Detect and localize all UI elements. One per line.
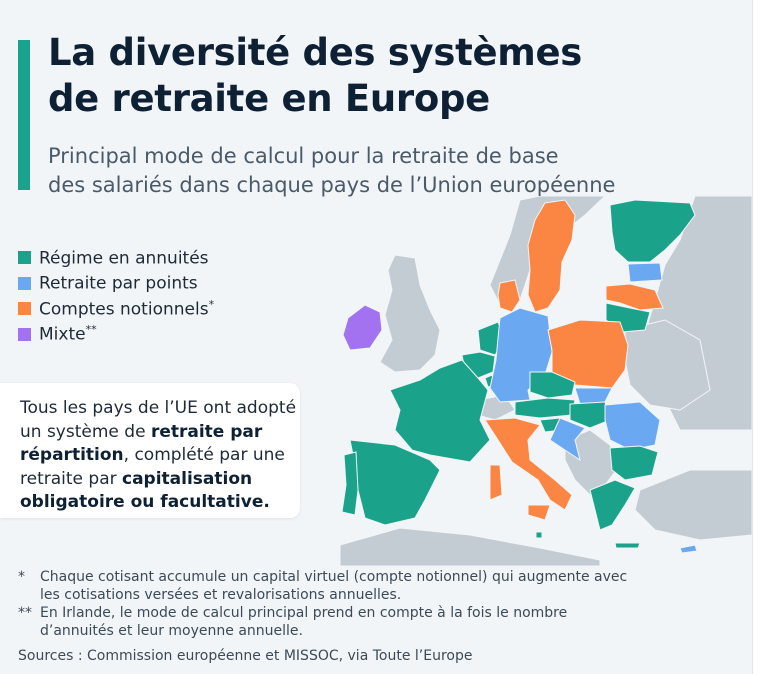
info-box: Tous les pays de l’UE ont adopté un syst… (0, 383, 300, 518)
sardinia-shape (489, 464, 503, 501)
greece-shape (589, 479, 636, 531)
title-accent-bar (18, 40, 30, 190)
legend-swatch (18, 327, 31, 341)
footnote-mark: ** (18, 605, 32, 621)
malta-shape (535, 531, 543, 539)
footnote-text: En Irlande, le mode de calcul principal … (40, 605, 568, 639)
non-eu-land (340, 196, 752, 566)
page-edge (752, 0, 765, 674)
italy-shape (484, 417, 573, 511)
cyprus-shape (679, 544, 698, 554)
czechia-shape (529, 371, 576, 399)
estonia-shape (627, 262, 663, 283)
portugal-shape (341, 451, 359, 516)
finland-shape (609, 199, 696, 263)
great-britain-shape (379, 254, 441, 373)
slovakia-shape (574, 387, 613, 405)
turkey-shape (634, 469, 752, 541)
legend-label: Retraite par points (39, 274, 198, 295)
legend-item: Mixte** (18, 322, 214, 348)
denmark-shape (497, 279, 521, 313)
legend-label: Régime en annuités (39, 248, 209, 269)
belarus-ukraine-shape (624, 319, 711, 411)
legend-label: Comptes notionnels* (39, 297, 215, 320)
title-line-2: de retraite en Europe (48, 77, 490, 120)
subtitle-line-2: des salariés dans chaque pays de l’Union… (48, 173, 616, 197)
romania-shape (604, 401, 661, 451)
poland-shape (547, 319, 629, 389)
page-subtitle: Principal mode de calcul pour la retrait… (48, 142, 688, 200)
legend-label: Mixte** (39, 323, 97, 346)
north-africa-shape (340, 527, 601, 566)
sicily-shape (527, 504, 551, 521)
france-shape (389, 359, 491, 463)
latvia-shape (605, 283, 664, 311)
hungary-shape (569, 401, 611, 429)
sweden-shape (527, 199, 576, 313)
legend-item: Comptes notionnels* (18, 296, 214, 322)
austria-shape (514, 397, 576, 419)
legend-item: Régime en annuités (18, 245, 214, 271)
subtitle-line-1: Principal mode de calcul pour la retrait… (48, 144, 559, 168)
legend-swatch (18, 276, 31, 290)
footnote-text: Chaque cotisant accumule un capital virt… (40, 569, 628, 603)
page-title: La diversité des systèmes de retraite en… (48, 30, 648, 122)
croatia-shape (549, 417, 586, 462)
bulgaria-shape (609, 445, 659, 481)
europe-map (340, 196, 752, 566)
legend-swatch (18, 302, 31, 316)
legend-item: Retraite par points (18, 271, 214, 297)
legend-swatch (18, 251, 31, 265)
info-text: Tous les pays de l’UE ont adopté un syst… (20, 398, 297, 512)
legend: Régime en annuités Retraite par points C… (18, 245, 214, 347)
sources: Sources : Commission européenne et MISSO… (18, 648, 473, 664)
ireland-shape (342, 304, 383, 351)
crete-shape (614, 542, 641, 549)
footnote-mark: * (18, 569, 25, 585)
title-line-1: La diversité des systèmes (48, 31, 583, 74)
